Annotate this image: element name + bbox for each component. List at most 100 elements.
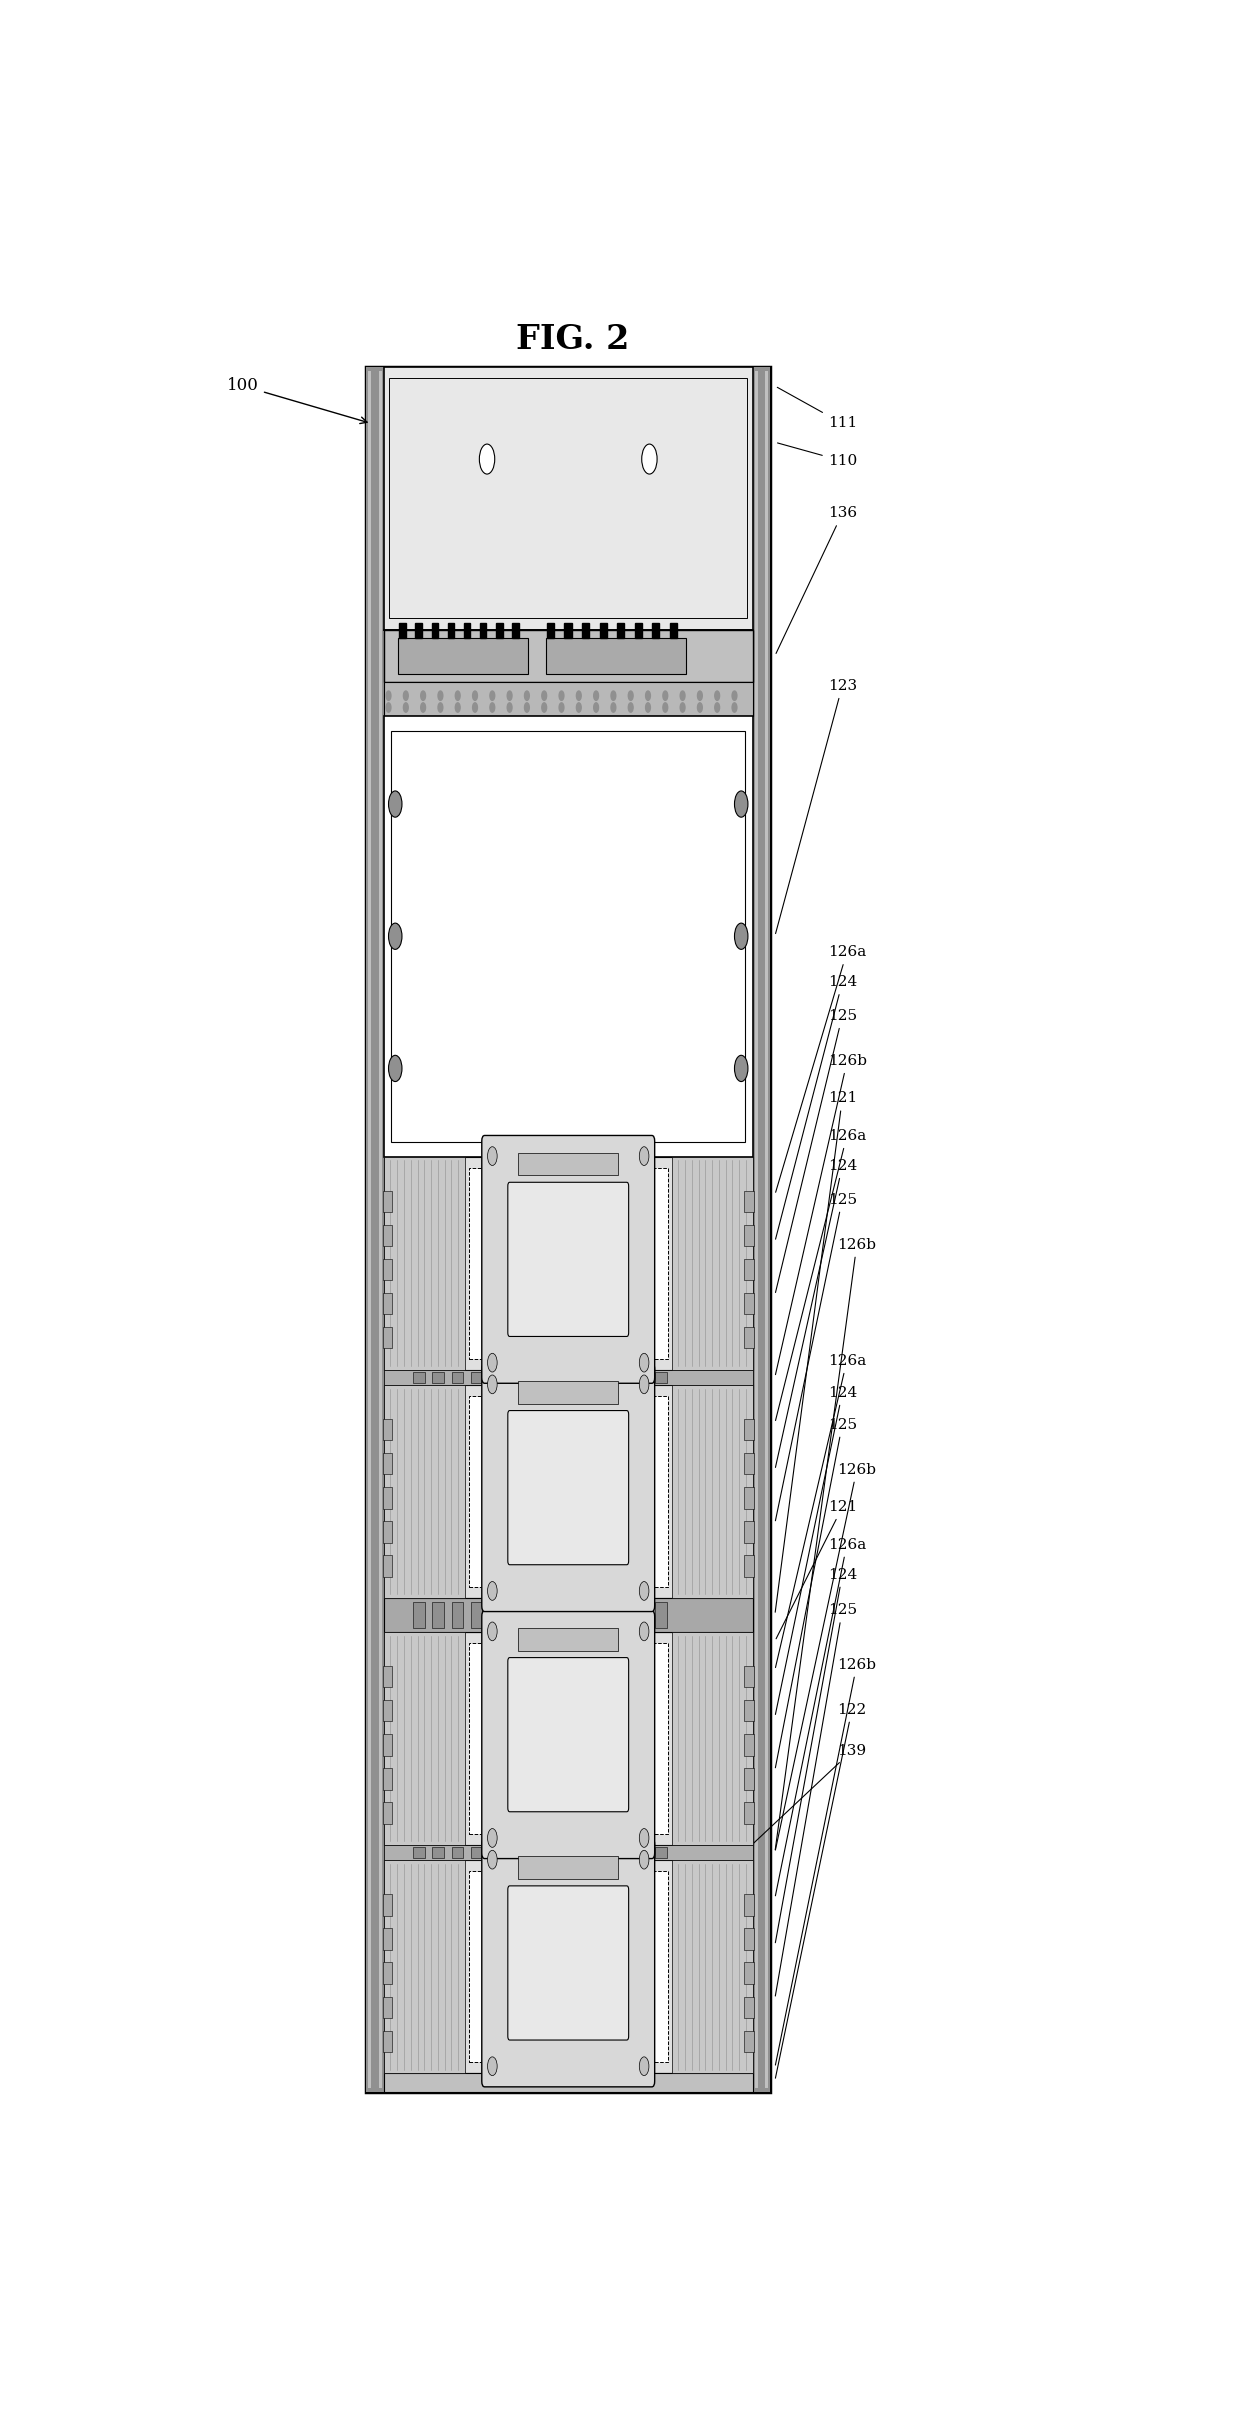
- Text: 125: 125: [775, 1193, 857, 1522]
- Circle shape: [640, 1829, 649, 1848]
- Circle shape: [487, 1354, 497, 1371]
- Bar: [389, 377, 746, 618]
- Bar: [383, 1327, 392, 1349]
- Bar: [383, 1420, 392, 1439]
- Circle shape: [734, 1054, 748, 1081]
- Text: 121: 121: [776, 1500, 857, 1639]
- Bar: [383, 1860, 465, 2075]
- Bar: [598, 1848, 609, 1858]
- Bar: [656, 1848, 667, 1858]
- Bar: [432, 623, 438, 638]
- Bar: [670, 623, 677, 638]
- Bar: [744, 1488, 754, 1510]
- Circle shape: [455, 692, 460, 701]
- Bar: [636, 1602, 647, 1629]
- Bar: [469, 1644, 667, 1834]
- Bar: [433, 1602, 444, 1629]
- Bar: [744, 1734, 754, 1756]
- Bar: [383, 1157, 753, 1371]
- Bar: [383, 1963, 392, 1985]
- Bar: [744, 1700, 754, 1722]
- Circle shape: [640, 1376, 649, 1393]
- Circle shape: [403, 704, 408, 711]
- Text: 121: 121: [775, 1091, 857, 1612]
- Bar: [582, 623, 589, 638]
- Bar: [547, 623, 554, 638]
- Circle shape: [487, 1376, 497, 1393]
- Text: 136: 136: [776, 506, 857, 653]
- Circle shape: [388, 1054, 402, 1081]
- Bar: [471, 1848, 482, 1858]
- Bar: [372, 377, 764, 2082]
- Circle shape: [525, 692, 529, 701]
- Bar: [518, 1381, 618, 1403]
- Circle shape: [472, 704, 477, 711]
- Bar: [672, 1631, 753, 1846]
- Text: 126a: 126a: [775, 1536, 866, 1897]
- Bar: [383, 2031, 392, 2053]
- Bar: [469, 1873, 667, 2062]
- Bar: [383, 1860, 753, 2075]
- Circle shape: [640, 1622, 649, 1641]
- Circle shape: [487, 1851, 497, 1870]
- Circle shape: [525, 704, 529, 711]
- Bar: [433, 1848, 444, 1858]
- FancyBboxPatch shape: [508, 1183, 629, 1337]
- Text: 126b: 126b: [775, 1237, 877, 1851]
- Bar: [383, 1894, 392, 1916]
- Bar: [383, 1371, 753, 1386]
- Bar: [618, 1371, 629, 1383]
- Text: 126b: 126b: [775, 1054, 867, 1376]
- Bar: [598, 1371, 609, 1383]
- Bar: [656, 1371, 667, 1383]
- Circle shape: [629, 704, 634, 711]
- Circle shape: [611, 704, 616, 711]
- Bar: [480, 623, 486, 638]
- Circle shape: [490, 704, 495, 711]
- FancyBboxPatch shape: [508, 1658, 629, 1812]
- Text: 125: 125: [775, 1602, 857, 1997]
- Bar: [744, 1327, 754, 1349]
- Text: 125: 125: [775, 1417, 857, 1768]
- Bar: [744, 1963, 754, 1985]
- Bar: [744, 1191, 754, 1213]
- Text: FIG. 2: FIG. 2: [516, 321, 630, 356]
- Bar: [758, 368, 765, 2092]
- Circle shape: [487, 2058, 497, 2075]
- Circle shape: [734, 791, 748, 818]
- Bar: [546, 638, 686, 674]
- Bar: [368, 370, 382, 2089]
- Circle shape: [472, 692, 477, 701]
- Bar: [518, 1629, 618, 1651]
- Bar: [744, 1894, 754, 1916]
- Bar: [398, 638, 528, 674]
- Bar: [383, 368, 753, 631]
- Circle shape: [559, 704, 564, 711]
- Text: 110: 110: [777, 443, 857, 468]
- Bar: [564, 623, 572, 638]
- Bar: [392, 730, 745, 1142]
- Circle shape: [714, 692, 719, 701]
- Bar: [744, 1293, 754, 1315]
- Circle shape: [559, 692, 564, 701]
- Circle shape: [640, 1147, 649, 1166]
- Circle shape: [646, 692, 651, 701]
- Bar: [618, 623, 624, 638]
- Circle shape: [681, 692, 684, 701]
- Bar: [433, 1371, 444, 1383]
- Bar: [413, 1848, 425, 1858]
- FancyBboxPatch shape: [482, 1135, 655, 1383]
- Bar: [744, 1556, 754, 1578]
- Text: 126a: 126a: [776, 945, 866, 1193]
- Bar: [672, 1157, 753, 1371]
- Bar: [471, 1371, 482, 1383]
- Circle shape: [438, 692, 443, 701]
- Bar: [635, 623, 641, 638]
- Circle shape: [640, 1851, 649, 1870]
- Bar: [753, 368, 770, 2092]
- Text: 100: 100: [227, 377, 367, 424]
- Circle shape: [663, 692, 667, 701]
- Bar: [636, 1848, 647, 1858]
- Text: 123: 123: [775, 679, 857, 933]
- Bar: [469, 1395, 667, 1588]
